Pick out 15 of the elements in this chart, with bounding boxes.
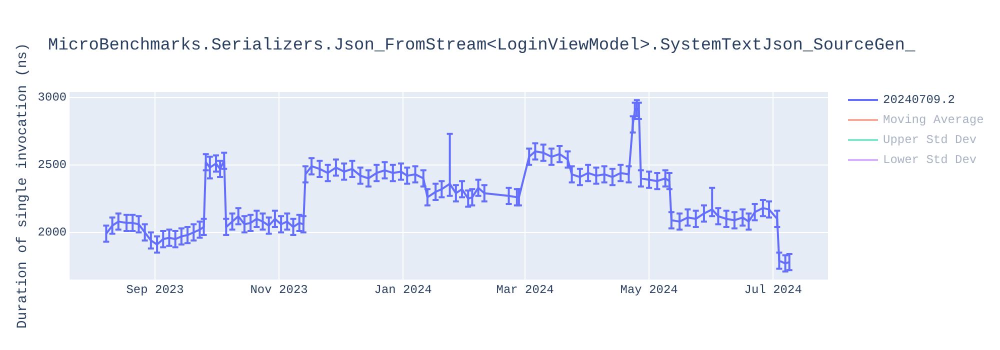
x-tick-label: May 2024 bbox=[620, 282, 678, 297]
x-tick-label: Jul 2024 bbox=[744, 282, 802, 297]
legend-label: 20240709.2 bbox=[883, 93, 956, 108]
y-axis-title: Duration of single invocation (ns) bbox=[15, 42, 32, 329]
x-tick-label: Mar 2024 bbox=[496, 282, 554, 297]
legend-label: Lower Std Dev bbox=[883, 153, 977, 168]
y-tick-label: 2500 bbox=[38, 158, 67, 172]
legend-label: Moving Average bbox=[883, 113, 984, 128]
y-tick-label: 2000 bbox=[38, 226, 67, 240]
x-tick-label: Jan 2024 bbox=[374, 282, 432, 297]
chart-title: MicroBenchmarks.Serializers.Json_FromStream<LoginViewModel>.SystemTextJson_SourceGen_ bbox=[48, 36, 916, 56]
y-tick-label: 3000 bbox=[38, 90, 67, 105]
x-tick-label: Nov 2023 bbox=[250, 282, 308, 297]
legend-label: Upper Std Dev bbox=[883, 133, 977, 148]
x-tick-label: Sep 2023 bbox=[126, 282, 184, 297]
